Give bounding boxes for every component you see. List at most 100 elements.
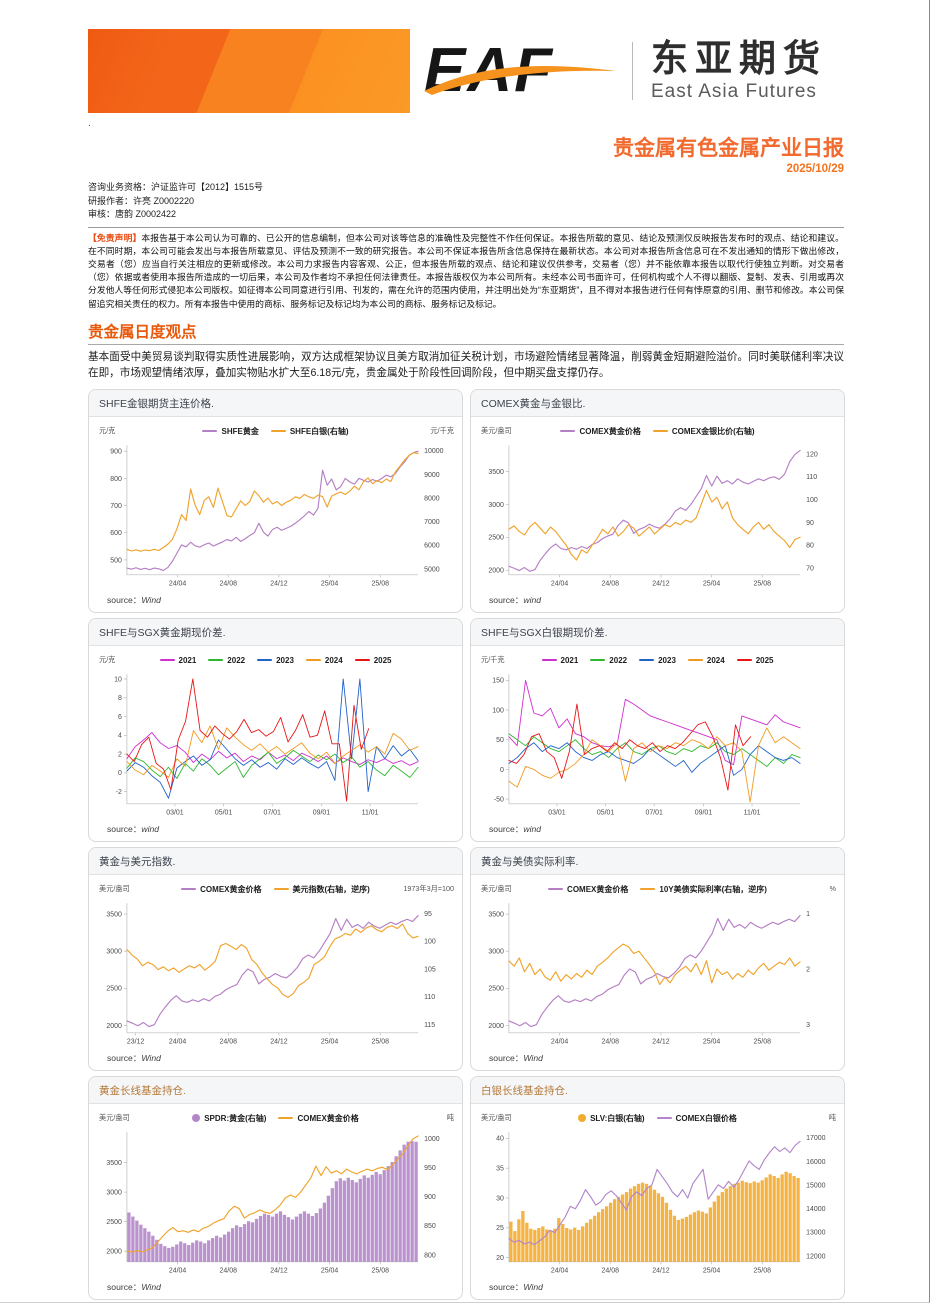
svg-text:30: 30 (496, 1195, 504, 1202)
source-name: Wind (141, 594, 161, 605)
chart-panel-gold-vs-real-rate: 黄金与美债实际利率. 美元/盎司 COMEX黄金价格 10Y美债实际利率(右轴，逆序… (470, 846, 845, 1071)
svg-text:3000: 3000 (488, 502, 504, 509)
svg-text:17000: 17000 (806, 1135, 826, 1142)
line-chart: 3500 3000 2500 2000 95 100 105 110 115 23/12 24/04… (106, 902, 436, 1045)
svg-text:24/04: 24/04 (551, 1267, 569, 1274)
report-meta: 咨询业务资格：沪证监许可【2012】1515号 研报作者：许亮 Z0002220… (88, 181, 844, 222)
svg-text:07/01: 07/01 (645, 809, 663, 816)
chart-panel-shfe-sgx-gold-spread: SHFE与SGX黄金期现价差. 元/克 2021 2022 2023 2024 2025 … (88, 617, 463, 842)
chart-title: 白银长线基金持仓. (471, 1076, 844, 1104)
chart-title: SHFE与SGX黄金期现价差. (89, 618, 462, 646)
chart-title: SHFE与SGX白银期现价差. (471, 618, 844, 646)
svg-text:09/01: 09/01 (313, 809, 331, 816)
svg-text:80: 80 (806, 542, 814, 549)
left-axis-unit: 元/克 (99, 654, 116, 664)
svg-text:3500: 3500 (106, 1160, 122, 1167)
svg-text:24/08: 24/08 (220, 1038, 238, 1045)
chart-grid: SHFE金银期货主连价格. 元/克 SHFE黄金 SHFE白银(右轴) 元/千克 90… (88, 388, 845, 1300)
svg-text:3000: 3000 (488, 948, 504, 955)
svg-text:24/08: 24/08 (602, 1267, 620, 1274)
section-body: 基本面受中美贸易谈判取得实质性进展影响，双方达成框架协议且美方取消加征关税计划，… (88, 350, 844, 380)
svg-text:24/12: 24/12 (270, 1038, 288, 1045)
svg-text:25/04: 25/04 (321, 1267, 339, 1274)
chart-panel-gold-vs-dxy: 黄金与美元指数. 美元/盎司 COMEX黄金价格 美元指数(右轴，逆序) 1973年3… (88, 846, 463, 1071)
svg-text:24/04: 24/04 (551, 1038, 569, 1045)
meta-divider (88, 226, 844, 228)
svg-text:100: 100 (492, 707, 504, 714)
title-block: 贵金属有色金属产业日报 2025/10/29 (88, 132, 844, 175)
svg-text:15000: 15000 (806, 1182, 826, 1189)
svg-text:50: 50 (496, 737, 504, 744)
svg-text:25/04: 25/04 (703, 1038, 721, 1045)
line-chart: 3500 3000 2500 2000 1 2 3 24/04 24/08 24/12 25/04 2… (488, 902, 810, 1045)
disclaimer: 【免责声明】本报告基于本公司认为可靠的、已公开的信息编制，但本公司对该等信息的准… (88, 232, 844, 311)
chart-legend: SPDR:黄金(右轴) COMEX黄金价格 (95, 1111, 456, 1126)
chart-panel-silver-fund-holdings: 白银长线基金持仓. 美元/盎司 SLV:白银(右轴) COMEX白银价格吨 40 35… (470, 1075, 845, 1300)
svg-text:800: 800 (110, 476, 122, 483)
left-axis-unit: 美元/盎司 (481, 425, 512, 435)
chart-panel-shfe-gold-silver-price: SHFE金银期货主连价格. 元/克 SHFE黄金 SHFE白银(右轴) 元/千克 90… (88, 388, 463, 613)
svg-text:600: 600 (110, 530, 122, 537)
eaf-logo: EAF (424, 35, 620, 107)
svg-text:24/12: 24/12 (270, 580, 288, 587)
svg-text:105: 105 (424, 966, 436, 973)
svg-text:5000: 5000 (424, 566, 440, 573)
svg-text:0: 0 (118, 770, 122, 777)
chart-title: COMEX黄金与金银比. (471, 389, 844, 417)
line-chart: 10 8 6 4 2 0 -2 03/01 05/01 07/01 09/01 11/01 (114, 673, 419, 816)
chart-panel-gold-fund-holdings: 黄金长线基金持仓. 美元/盎司 SPDR:黄金(右轴) COMEX黄金价格吨 350… (88, 1075, 463, 1300)
left-axis-unit: 美元/盎司 (481, 1112, 512, 1122)
svg-text:6000: 6000 (424, 542, 440, 549)
disclaimer-label: 【免责声明】 (88, 232, 142, 243)
svg-text:70: 70 (806, 565, 814, 572)
source-name: Wind (523, 1281, 543, 1292)
brand-name-en: East Asia Futures (651, 81, 817, 102)
svg-text:11/01: 11/01 (744, 809, 761, 816)
svg-text:110: 110 (806, 474, 817, 481)
svg-text:10: 10 (114, 676, 122, 683)
svg-text:90: 90 (806, 520, 814, 527)
source-line: source：Wind (107, 1052, 161, 1063)
svg-text:24/08: 24/08 (220, 1267, 238, 1274)
svg-text:24/04: 24/04 (169, 580, 187, 587)
chart-title: 黄金与美债实际利率. (471, 847, 844, 875)
svg-text:20: 20 (496, 1255, 504, 1262)
svg-text:24/04: 24/04 (169, 1038, 187, 1045)
svg-text:0: 0 (500, 767, 504, 774)
svg-text:24/04: 24/04 (551, 580, 569, 587)
svg-text:11/01: 11/01 (362, 809, 379, 816)
left-axis-unit: 美元/盎司 (481, 883, 512, 893)
svg-text:8000: 8000 (424, 495, 440, 502)
section-title: 贵金属日度观点 (88, 320, 844, 345)
svg-text:05/01: 05/01 (215, 809, 233, 816)
svg-text:95: 95 (424, 911, 432, 918)
chart-legend: COMEX黄金价格 COMEX金银比价(右轴) (477, 424, 838, 439)
svg-text:4: 4 (118, 732, 122, 739)
svg-text:2000: 2000 (106, 1248, 122, 1255)
svg-text:100: 100 (806, 497, 818, 504)
source-line: source：wind (489, 823, 542, 834)
svg-text:2500: 2500 (488, 534, 504, 541)
right-axis-unit: 元/千克 (430, 425, 454, 435)
source-line: source：Wind (107, 594, 161, 605)
svg-text:03/01: 03/01 (548, 809, 566, 816)
logo-swoosh-icon (424, 65, 616, 95)
svg-text:25/04: 25/04 (703, 1267, 721, 1274)
svg-text:12000: 12000 (806, 1253, 826, 1260)
line-chart: 3500 3000 2500 2000 120 110 100 90 80 70 24/04 24/0… (488, 444, 818, 587)
stray-dot: . (88, 118, 91, 129)
svg-text:3000: 3000 (106, 1189, 122, 1196)
svg-text:8: 8 (118, 695, 122, 702)
right-axis-unit: 吨 (828, 1112, 836, 1122)
svg-text:110: 110 (424, 994, 435, 1001)
svg-text:25/08: 25/08 (372, 1038, 390, 1045)
source-name: Wind (141, 1052, 161, 1063)
brand-name-cn: 东亚期货 (651, 38, 827, 79)
chart-panel-shfe-sgx-silver-spread: SHFE与SGX白银期现价差. 元/千克 2021 2022 2023 2024 2025… (470, 617, 845, 842)
svg-text:25/08: 25/08 (754, 580, 772, 587)
source-line: source：Wind (489, 1052, 543, 1063)
svg-text:23/12: 23/12 (127, 1038, 145, 1045)
brand-block: 东亚期货 East Asia Futures (651, 39, 827, 103)
chart-legend: 2021 2022 2023 2024 2025 (477, 653, 838, 668)
svg-text:24/12: 24/12 (652, 580, 670, 587)
